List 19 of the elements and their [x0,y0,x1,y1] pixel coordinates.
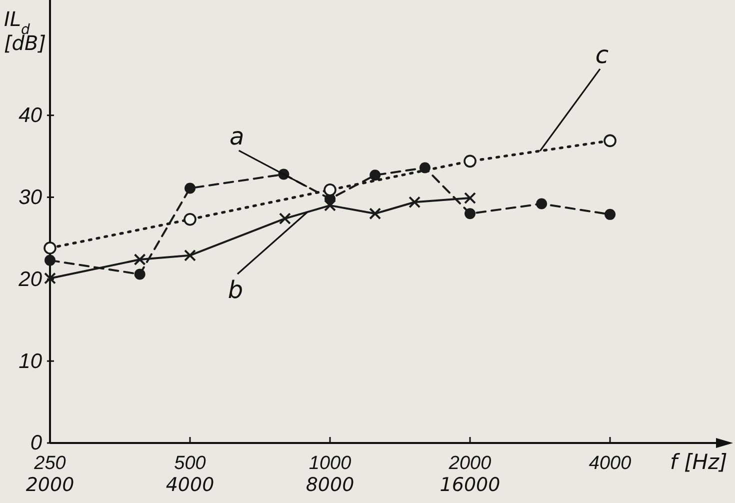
text: c [595,40,609,69]
x-tick-label: 500 [174,453,206,474]
x-axis-title: f [Hz] [670,450,728,474]
x-tick-label: 2000 [448,453,492,474]
y-tick-label: 40 [18,104,42,128]
x-tick-label: 4000 [588,453,632,474]
text: 4000 [166,474,214,496]
x-tick-label: 250 [33,453,66,474]
y-tick-label: 20 [18,268,42,291]
text: 8000 [306,474,354,496]
y-tick-label: 0 [30,432,42,455]
series-label: a [229,122,244,151]
series-label: b [228,276,244,304]
text: 16000 [440,474,500,496]
y-axis-title: IL$_{d}$ [dB] [4,7,46,55]
y-tick-label: 30 [18,186,42,209]
y-tick-label: 10 [18,350,42,373]
x-tick-label: 1000 [308,453,352,474]
text: 2000 [26,474,74,496]
